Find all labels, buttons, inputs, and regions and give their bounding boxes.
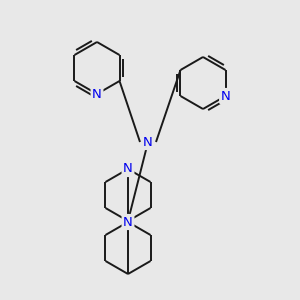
- Text: N: N: [143, 136, 153, 148]
- Text: N: N: [220, 89, 230, 103]
- Text: N: N: [92, 88, 102, 100]
- Text: N: N: [123, 163, 133, 176]
- Text: N: N: [123, 215, 133, 229]
